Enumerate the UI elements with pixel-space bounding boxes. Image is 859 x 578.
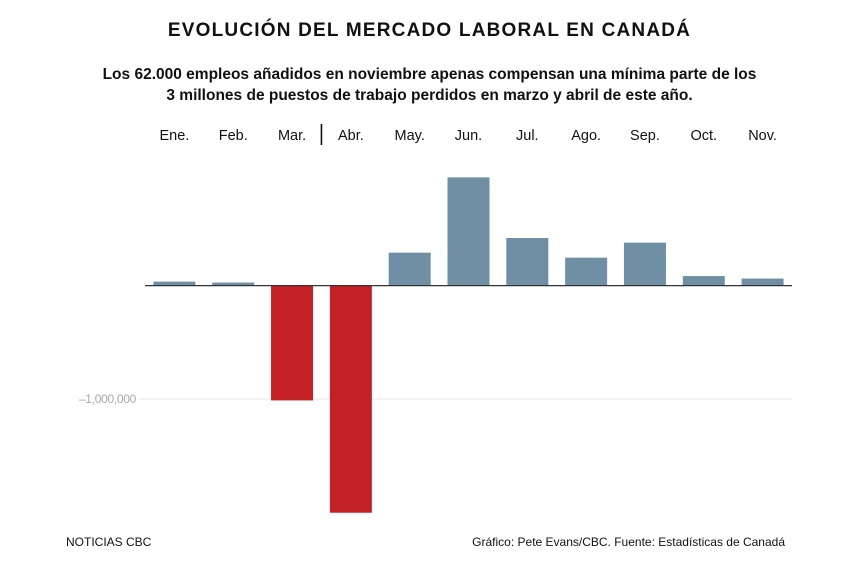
category-label: Ago. [571,128,601,144]
bar-ene [153,281,196,286]
category-label: Oct. [690,128,717,144]
category-label: Sep. [630,128,660,144]
bar-jul [506,238,549,286]
category-label: Abr. [338,128,364,144]
bar-feb [212,282,255,286]
category-label: Feb. [219,128,248,144]
subtitle-line-2: 3 millones de puestos de trabajo perdido… [166,87,693,104]
category-label: Ene. [159,128,189,144]
category-label: Jun. [455,128,482,144]
bar-oct [682,276,725,286]
bar-nov [741,278,784,286]
bar-ago [565,257,608,286]
bar-jun [447,177,490,286]
category-label: May. [395,128,425,144]
subtitle-line-1: Los 62.000 empleos añadidos en noviembre… [102,66,757,83]
y-tick-label: –1,000,000 [79,392,137,406]
source-label: NOTICIAS CBC [66,535,152,549]
bar-abr [329,285,372,513]
chart-title: EVOLUCIÓN DEL MERCADO LABORAL EN CANADÁ [167,20,692,41]
credit-label: Gráfico: Pete Evans/CBC. Fuente: Estadís… [472,535,785,549]
category-label: Nov. [748,128,777,144]
bar-sep [623,242,666,286]
category-label: Mar. [278,128,306,144]
bar-mar [271,285,314,401]
bar-may [388,252,431,286]
category-label: Jul. [516,128,539,144]
chart-subtitle: Los 62.000 empleos añadidos en noviembre… [20,64,839,106]
